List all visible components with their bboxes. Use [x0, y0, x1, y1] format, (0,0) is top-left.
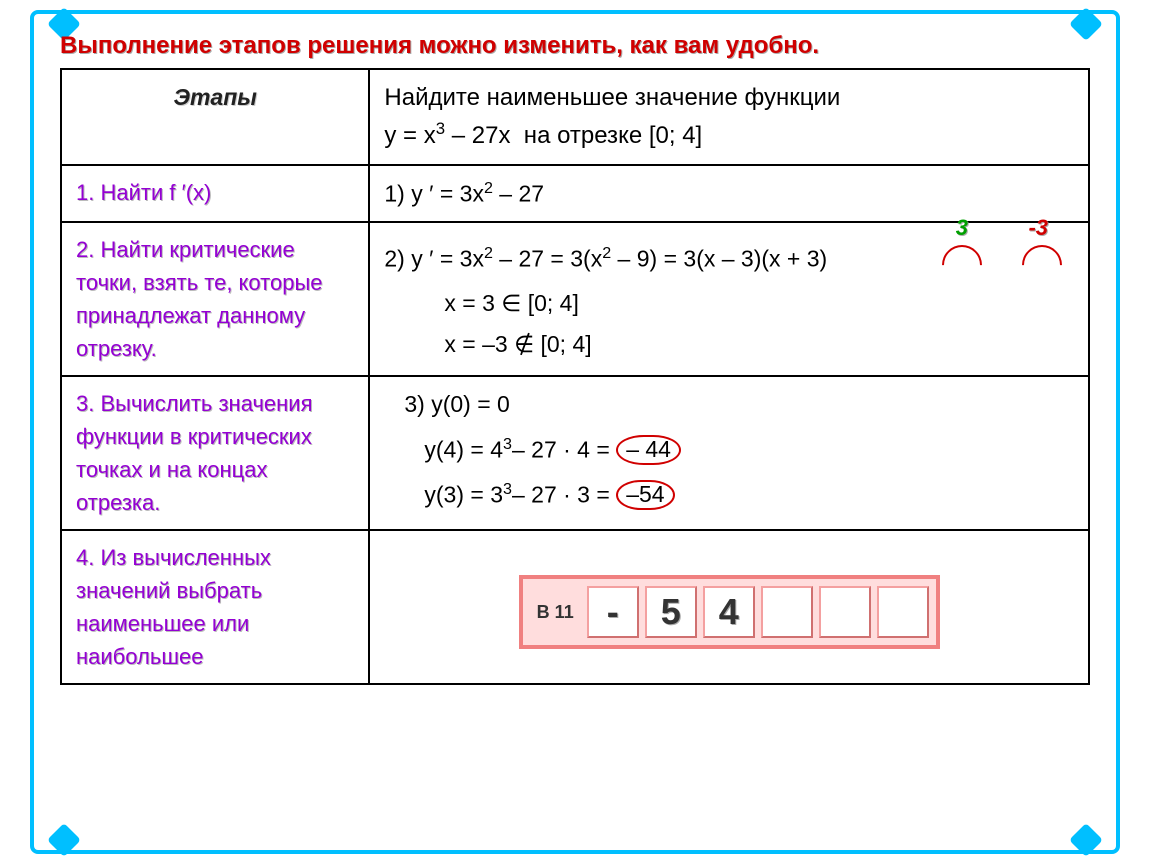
slide-content: Выполнение этапов решения можно изменить… [60, 28, 1090, 836]
header-problem: Найдите наименьшее значение функции у = … [369, 69, 1089, 165]
answer-label: В 11 [527, 599, 584, 626]
answer-digit [877, 586, 929, 638]
step-2-work: 3 -3 2) y ′ = 3x2 – 27 = 3(x2 – 9) = 3(x… [369, 222, 1089, 376]
answer-digit: 4 [703, 586, 755, 638]
answer-digit [819, 586, 871, 638]
problem-text-1: Найдите наименьшее значение функции [384, 84, 840, 111]
answer-digit: - [587, 586, 639, 638]
answer-digit [761, 586, 813, 638]
table-row: 1. Найти f ′(x) 1) y ′ = 3x2 – 27 [61, 165, 1089, 222]
answer-box: В 11 - 5 4 [519, 575, 940, 649]
problem-text-2: у = х3 – 27х на отрезке [0; 4] [384, 122, 702, 149]
step-1-label: 1. Найти f ′(x) [76, 176, 354, 209]
root-value-bad: -3 [1028, 211, 1048, 244]
solution-table: Этапы Найдите наименьшее значение функци… [60, 68, 1090, 685]
header-stages: Этапы [61, 69, 369, 165]
calc-y4: y(4) = 43– 27 · 4 = – 44 [384, 432, 1074, 467]
step-1-work: 1) y ′ = 3x2 – 27 [369, 165, 1089, 222]
table-row: 2. Найти критические точки, взять те, ко… [61, 222, 1089, 376]
calc-y3: y(3) = 33– 27 · 3 = –54 [384, 477, 1074, 512]
step-3-work: 3) y(0) = 0 y(4) = 43– 27 · 4 = – 44 y(3… [369, 376, 1089, 530]
table-row: 3. Вычислить значения функции в критичес… [61, 376, 1089, 530]
answer-digit: 5 [645, 586, 697, 638]
table-header-row: Этапы Найдите наименьшее значение функци… [61, 69, 1089, 165]
root-not-in-interval: x = –3 ∉ [0; 4] [384, 327, 1074, 362]
table-row: 4. Из вычисленных значений выбрать наиме… [61, 530, 1089, 684]
calc-y0: 3) y(0) = 0 [384, 387, 1074, 422]
step-4-label: 4. Из вычисленных значений выбрать наиме… [76, 541, 354, 673]
step-2-label: 2. Найти критические точки, взять те, ко… [76, 233, 354, 365]
step-3-label: 3. Вычислить значения функции в критичес… [76, 387, 354, 519]
root-value-ok: 3 [956, 211, 968, 244]
page-title: Выполнение этапов решения можно изменить… [60, 32, 1090, 60]
root-in-interval: x = 3 ∈ [0; 4] [384, 286, 1074, 321]
step-4-work: В 11 - 5 4 [369, 530, 1089, 684]
